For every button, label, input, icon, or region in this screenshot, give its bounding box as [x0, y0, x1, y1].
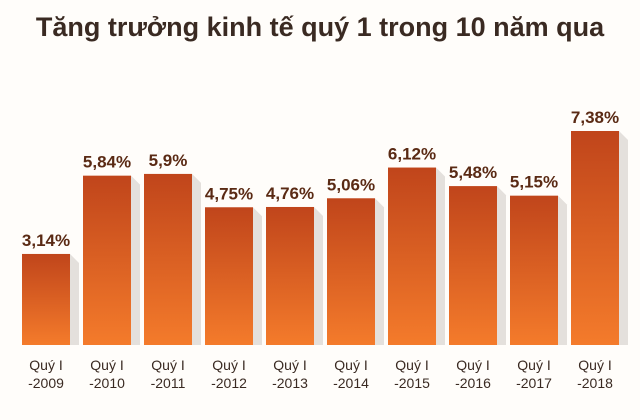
x-tick-label: -2010 [89, 375, 125, 391]
x-tick-label: Quý I [212, 357, 245, 373]
x-tick-label: Quý I [151, 357, 184, 373]
bar-side [619, 131, 628, 345]
bar [266, 206, 314, 345]
x-tick-label: Quý I [90, 357, 123, 373]
x-tick-label: -2013 [272, 375, 308, 391]
bar-side [436, 167, 445, 345]
x-tick-label: Quý I [517, 357, 550, 373]
bar [205, 207, 253, 345]
value-label: 5,84% [83, 153, 131, 172]
x-tick-label: Quý I [578, 357, 611, 373]
value-label: 5,48% [449, 163, 497, 182]
bar-side [253, 207, 262, 345]
x-tick-label: Quý I [334, 357, 367, 373]
x-tick-label: -2011 [151, 375, 186, 391]
x-tick-label: -2016 [455, 375, 491, 391]
x-tick-label: Quý I [456, 357, 489, 373]
bar [83, 175, 131, 345]
x-tick-label: -2015 [394, 375, 430, 391]
value-label: 3,14% [22, 231, 70, 250]
chart-title: Tăng trưởng kinh tế quý 1 trong 10 năm q… [36, 12, 605, 42]
x-tick-label: Quý I [29, 357, 62, 373]
x-tick-label: Quý I [273, 357, 306, 373]
value-label: 4,76% [266, 184, 314, 203]
value-label: 5,06% [327, 175, 375, 194]
value-label: 5,15% [510, 173, 558, 192]
x-tick-label: -2014 [333, 375, 369, 391]
bar-side [375, 198, 384, 345]
bar-side [558, 195, 567, 345]
bar-side [314, 206, 323, 345]
x-tick-label: -2018 [577, 375, 613, 391]
value-label: 7,38% [571, 108, 619, 127]
bar [327, 198, 375, 345]
bar-side [192, 173, 201, 345]
x-tick-label: -2017 [516, 375, 552, 391]
bar-side [70, 253, 79, 345]
value-label: 4,75% [205, 184, 253, 203]
bar [449, 186, 497, 345]
bar [144, 173, 192, 345]
x-tick-label: Quý I [395, 357, 428, 373]
bar [388, 167, 436, 345]
value-label: 5,9% [149, 151, 188, 170]
bar [571, 131, 619, 345]
bar [22, 253, 70, 345]
bar-side [131, 175, 140, 345]
x-tick-label: -2009 [28, 375, 64, 391]
bar-side [497, 186, 506, 345]
x-tick-label: -2012 [211, 375, 247, 391]
value-label: 6,12% [388, 145, 436, 164]
bar [510, 195, 558, 345]
